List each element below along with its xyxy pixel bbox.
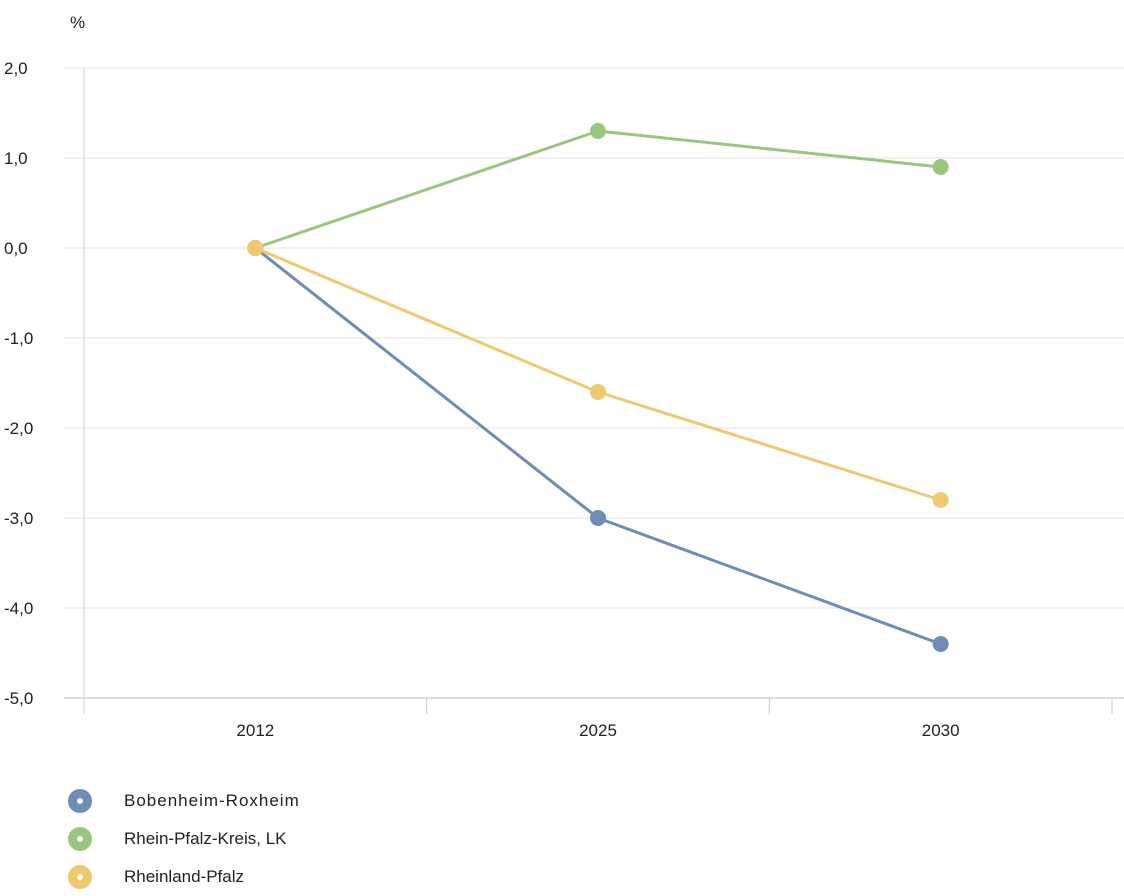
x-tick-label: 2012 — [236, 721, 274, 740]
x-tick-label: 2025 — [579, 721, 617, 740]
data-point — [932, 159, 949, 175]
legend-marker-icon — [68, 827, 92, 851]
y-tick-label: 0,0 — [4, 239, 28, 258]
chart-legend: Bobenheim-Roxheim Rhein-Pfalz-Kreis, LK Rh… — [68, 782, 300, 896]
y-tick-label: -5,0 — [4, 689, 33, 708]
data-point — [932, 492, 949, 508]
line-chart: % 2,0 1,0 0,0 -1,0 -2,0 -3,0 -4,0 -5,0 2012 2025 20… — [4, 13, 1124, 740]
gridlines — [64, 67, 1124, 699]
tick-labels: % 2,0 1,0 0,0 -1,0 -2,0 -3,0 -4,0 -5,0 2012 2025 20… — [4, 13, 960, 740]
y-tick-label: 2,0 — [4, 59, 28, 78]
y-axis-unit-label: % — [70, 13, 85, 32]
series-line-3 — [253, 246, 943, 502]
data-point — [932, 636, 949, 652]
legend-item[interactable]: Bobenheim-Roxheim — [68, 782, 300, 820]
data-point — [590, 510, 606, 526]
legend-item[interactable]: Rheinland-Pfalz — [68, 858, 300, 896]
data-point — [247, 240, 264, 256]
legend-marker-icon — [68, 865, 92, 889]
legend-label: Bobenheim-Roxheim — [124, 791, 300, 810]
series-line-1 — [253, 246, 943, 646]
data-point — [590, 384, 606, 400]
legend-label: Rheinland-Pfalz — [124, 867, 245, 886]
y-tick-label: -4,0 — [4, 599, 33, 618]
y-tick-label: -3,0 — [4, 509, 33, 528]
legend-item[interactable]: Rhein-Pfalz-Kreis, LK — [68, 820, 300, 858]
legend-label: Rhein-Pfalz-Kreis, LK — [124, 829, 287, 848]
y-tick-label: -2,0 — [4, 419, 33, 438]
axes — [83, 68, 1113, 714]
y-tick-label: -1,0 — [4, 329, 33, 348]
data-point — [590, 123, 606, 139]
series-line-2 — [253, 129, 943, 250]
y-tick-label: 1,0 — [4, 149, 28, 168]
series-points — [247, 123, 949, 652]
legend-marker-icon — [68, 789, 92, 813]
x-tick-label: 2030 — [922, 721, 960, 740]
